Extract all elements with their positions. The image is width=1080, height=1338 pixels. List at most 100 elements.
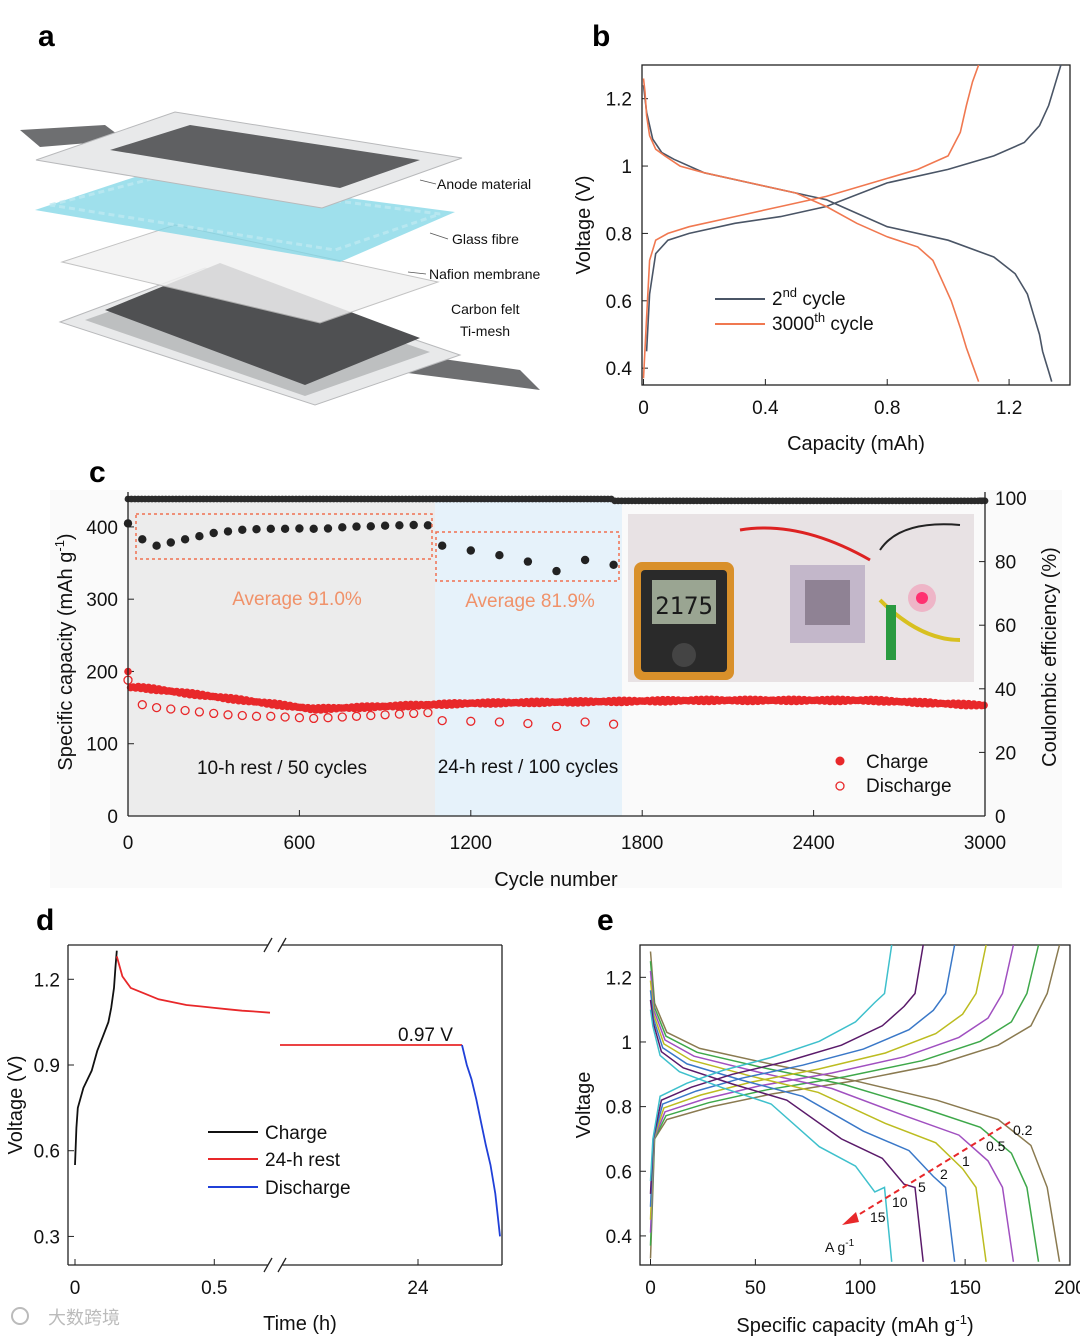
panel-label-e: e [597, 904, 614, 937]
photo-inset: 2175 [628, 514, 974, 682]
panel-label-b: b [592, 20, 610, 53]
label-ti-mesh: Ti-mesh [460, 323, 510, 339]
region-label-1: 10-h rest / 50 cycles [197, 758, 367, 779]
panel-e-charge-15 [649, 944, 893, 1182]
label-carbon-felt: Carbon felt [451, 301, 520, 317]
legend-charge: Charge [866, 752, 928, 773]
panel-d-charge-line [74, 950, 118, 1166]
discharge-point [337, 712, 347, 722]
discharge-point [194, 707, 205, 717]
panel-d-chart: 0.3 0.6 0.9 1.2 0 0.5 24 0.97 V Time (h) Volta… [5, 937, 503, 1335]
discharge-point [309, 713, 319, 724]
rate-label: 2 [940, 1166, 948, 1182]
region-24h-rest [435, 498, 622, 816]
panel-e-charge-1 [649, 944, 1015, 1233]
ce-after-rest-point [580, 555, 590, 565]
panel-e-discharge-2 [649, 980, 987, 1262]
panel-b-ytick-label: 1 [621, 157, 632, 178]
panel-e-discharge-15 [649, 1009, 893, 1262]
panel-b-xtick-label: 1.2 [996, 398, 1022, 419]
ce-after-rest-point [609, 560, 618, 569]
panel-c-y2tick-label: 80 [995, 553, 1016, 574]
panel-c-y2tick-label: 0 [995, 807, 1006, 828]
region-label-2: 24-h rest / 100 cycles [438, 757, 619, 778]
panel-d-annotation: 0.97 V [398, 1025, 453, 1046]
discharge-point [137, 700, 147, 710]
panel-d-rest-line-1 [115, 956, 271, 1014]
charge-point [980, 701, 988, 710]
watermark: 大数跨境 [11, 1307, 120, 1329]
panel-d-xlabel: Time (h) [263, 1313, 337, 1335]
panel-c-y2label: Coulombic efficiency (%) [1039, 547, 1061, 767]
panel-e-charge-5 [649, 944, 956, 1207]
nafion-membrane [60, 224, 440, 324]
panel-b-series-0-charge [645, 64, 1062, 352]
panel-b-xtick-label: 0.4 [752, 398, 779, 419]
ce-after-rest-point [280, 524, 290, 533]
panel-e-charge-0.5 [649, 944, 1040, 1246]
panel-c-ytick-label: 100 [86, 735, 118, 756]
discharge-point [580, 717, 590, 727]
panel-b-xtick-label: 0.8 [874, 398, 900, 419]
ce-after-rest-point [138, 535, 147, 544]
ce-after-rest-point [195, 532, 204, 541]
legend-discharge-marker [835, 781, 845, 791]
ce-after-rest-point [266, 524, 275, 533]
panel-b-xlabel: Capacity (mAh) [787, 433, 925, 455]
panel-c-xtick-label: 600 [284, 833, 316, 854]
anode-material [110, 125, 420, 188]
discharge-point [351, 711, 362, 721]
panel-b-ytick-label: 1.2 [606, 90, 632, 111]
panel-b-ytick-label: 0.4 [606, 359, 633, 380]
discharge-point [551, 721, 562, 732]
panel-d-discharge-line [461, 1044, 501, 1237]
legend-d-discharge: Discharge [265, 1178, 351, 1199]
legend-discharge: Discharge [866, 776, 952, 797]
discharge-point [294, 713, 305, 723]
ce-after-rest-point [409, 520, 418, 530]
label-nafion-membrane: Nafion membrane [429, 266, 540, 282]
panel-c-y2tick-label: 100 [995, 489, 1027, 510]
discharge-point [409, 708, 419, 719]
panel-e-ytick-label: 0.4 [606, 1227, 633, 1248]
discharge-point [180, 705, 190, 716]
ce-after-rest-point [523, 557, 533, 566]
ce-after-rest-point [366, 522, 375, 531]
ce-after-rest-point [238, 525, 247, 534]
discharge-point [608, 719, 619, 729]
discharge-point [437, 715, 447, 726]
ce-after-rest-point [438, 541, 447, 550]
panel-e-discharge-5 [649, 990, 956, 1262]
panel-d-ytick-label: 0.9 [34, 1056, 60, 1077]
ce-after-rest-point [223, 527, 233, 536]
rate-arrow-head [842, 1212, 859, 1225]
panel-b-xtick-label: 0 [638, 398, 649, 419]
led [916, 592, 928, 604]
panel-b-series-1-charge [642, 64, 980, 379]
panel-c-xtick-label: 0 [123, 833, 134, 854]
discharge-point [423, 707, 433, 718]
panel-e-charge-10 [649, 944, 924, 1194]
avg-box-1 [135, 513, 433, 560]
rate-label: 1 [962, 1153, 970, 1169]
ce-after-rest-point [252, 525, 261, 534]
panel-c-xtick-label: 1800 [621, 833, 663, 854]
axis-break-bottom [263, 1257, 287, 1273]
rate-unit: A g-1 [825, 1238, 855, 1255]
panel-b-series-0-discharge [642, 85, 1053, 382]
panel-e-discharge-0.5 [649, 961, 1040, 1262]
glass-fibre [35, 172, 455, 262]
discharge-point [209, 708, 219, 719]
panel-c-ytick-label: 400 [86, 518, 118, 539]
panel-e-charge-2 [649, 944, 987, 1220]
panel-c-ytick-label: 200 [86, 662, 118, 683]
ce-after-rest-point [552, 566, 561, 576]
region-10h-rest [128, 498, 435, 816]
panel-e-ytick-label: 1 [621, 1033, 632, 1054]
legend-charge-marker [835, 756, 845, 766]
panel-b-ytick-label: 0.8 [606, 224, 632, 245]
ce-after-rest-point [380, 521, 390, 530]
discharge-point [394, 709, 405, 719]
panel-e-ylabel: Voltage [573, 1072, 595, 1139]
